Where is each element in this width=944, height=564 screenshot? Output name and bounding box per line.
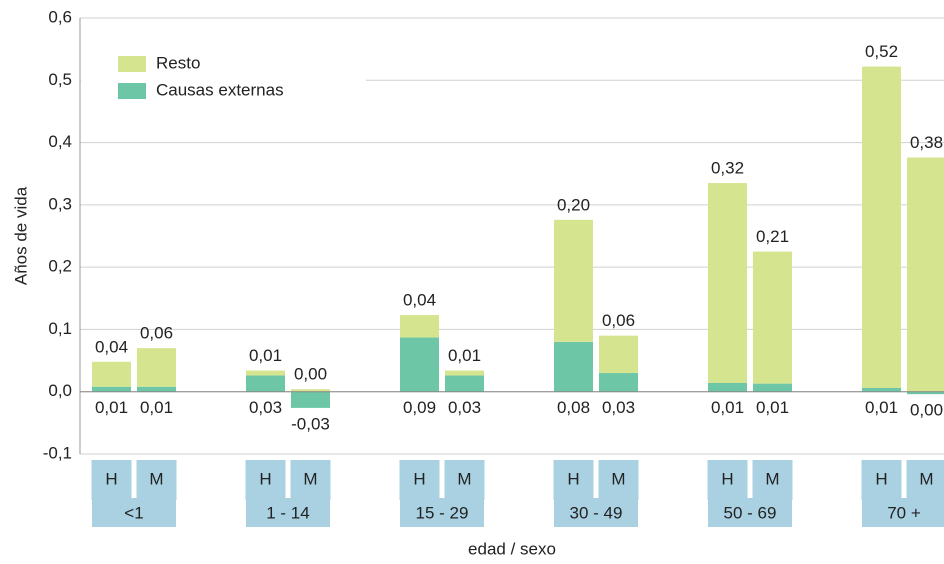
legend-label: Resto (156, 53, 200, 72)
category-box (399, 460, 440, 500)
bar-segment (599, 335, 638, 374)
bar-segment (137, 348, 176, 387)
bar-segment (862, 387, 901, 392)
data-label: 0,21 (756, 227, 789, 246)
y-tick-label: -0,1 (43, 443, 72, 462)
data-label: 0,03 (602, 398, 635, 417)
data-label: 0,03 (448, 398, 481, 417)
category-box (553, 460, 594, 500)
data-label: 0,38 (910, 133, 943, 152)
bar-segment (137, 386, 176, 392)
data-label: 0,09 (403, 398, 436, 417)
bar-segment (445, 370, 484, 376)
category-box (752, 460, 793, 500)
x-tick-label: M (765, 469, 779, 488)
group-label: <1 (124, 503, 143, 522)
bar-segment (907, 391, 944, 395)
bar-segment (554, 341, 593, 392)
bar-segment (445, 375, 484, 392)
group-box (246, 498, 330, 527)
bar-segment (753, 383, 792, 392)
data-label: 0,01 (865, 398, 898, 417)
x-tick-label: M (919, 469, 933, 488)
data-label: 0,20 (557, 195, 590, 214)
y-tick-label: 0,3 (48, 194, 72, 213)
bar-segment (400, 337, 439, 392)
x-tick-label: H (259, 469, 271, 488)
data-label: 0,01 (140, 398, 173, 417)
data-label: 0,08 (557, 398, 590, 417)
legend-swatch (118, 83, 146, 99)
x-tick-label: M (149, 469, 163, 488)
bar-segment (907, 157, 944, 392)
group-box (862, 498, 944, 527)
data-label: 0,04 (95, 337, 128, 356)
data-label: 0,06 (140, 324, 173, 343)
y-axis-label: Años de vida (11, 186, 30, 285)
data-label: 0,06 (602, 311, 635, 330)
category-box (906, 460, 944, 500)
y-tick-label: 0,5 (48, 70, 72, 89)
group-box (708, 498, 792, 527)
bar-segment (246, 370, 285, 376)
bar-segment (753, 251, 792, 384)
category-box (290, 460, 331, 500)
group-box (92, 498, 176, 527)
bar-segment (92, 386, 131, 392)
bar-segment (708, 382, 747, 392)
bar-segment (291, 389, 330, 392)
x-tick-label: M (611, 469, 625, 488)
x-tick-label: H (567, 469, 579, 488)
group-label: 50 - 69 (724, 503, 777, 522)
bar-segment (400, 315, 439, 338)
group-label: 1 - 14 (266, 503, 309, 522)
legend-swatch (118, 56, 146, 72)
y-tick-label: 0,6 (48, 7, 72, 26)
bar-segment (599, 373, 638, 392)
data-label: 0,52 (865, 42, 898, 61)
legend-label: Causas externas (156, 80, 284, 99)
group-box (400, 498, 484, 527)
group-box (554, 498, 638, 527)
bar-segment (708, 183, 747, 383)
category-box (91, 460, 132, 500)
group-label: 15 - 29 (416, 503, 469, 522)
bar-segment (554, 219, 593, 342)
category-box (444, 460, 485, 500)
category-box (136, 460, 177, 500)
data-label: 0,01 (95, 398, 128, 417)
data-label: 0,01 (448, 346, 481, 365)
category-box (861, 460, 902, 500)
data-label: 0,00 (910, 401, 943, 420)
data-label: 0,01 (756, 398, 789, 417)
data-label: 0,03 (249, 398, 282, 417)
y-tick-label: 0,2 (48, 257, 72, 276)
data-label: -0,03 (291, 414, 330, 433)
x-tick-label: H (875, 469, 887, 488)
bar-segment (246, 375, 285, 392)
bar-segment (291, 391, 330, 408)
group-label: 70 + (887, 503, 921, 522)
category-box (245, 460, 286, 500)
data-label: 0,04 (403, 291, 436, 310)
group-label: 30 - 49 (570, 503, 623, 522)
y-tick-label: 0,0 (48, 381, 72, 400)
y-tick-label: 0,1 (48, 319, 72, 338)
y-tick-label: 0,4 (48, 132, 72, 151)
data-label: 0,00 (294, 365, 327, 384)
x-axis-label: edad / sexo (468, 539, 556, 558)
category-box (598, 460, 639, 500)
x-tick-label: M (303, 469, 317, 488)
x-tick-label: H (721, 469, 733, 488)
data-label: 0,01 (249, 346, 282, 365)
bar-segment (92, 361, 131, 387)
x-tick-label: H (413, 469, 425, 488)
bar-segment (862, 66, 901, 388)
x-tick-label: M (457, 469, 471, 488)
data-label: 0,01 (711, 398, 744, 417)
category-box (707, 460, 748, 500)
x-tick-label: H (105, 469, 117, 488)
data-label: 0,32 (711, 159, 744, 178)
